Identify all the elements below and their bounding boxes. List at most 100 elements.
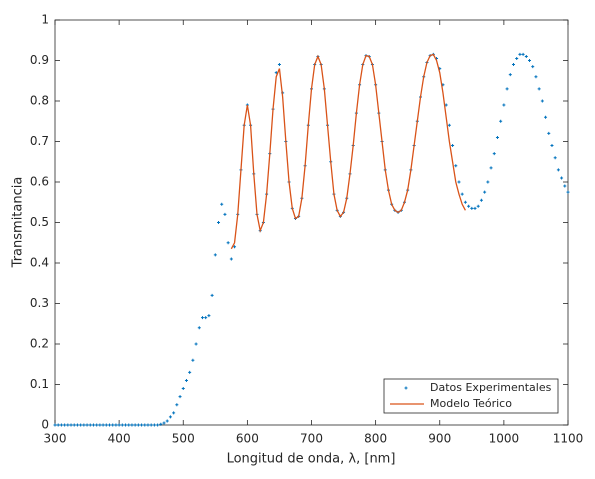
data-point [534, 75, 538, 79]
data-point [194, 342, 198, 346]
data-point [165, 419, 169, 423]
data-point [114, 423, 118, 427]
data-point [108, 423, 112, 427]
x-tick-label: 800 [364, 432, 387, 446]
data-point [521, 52, 525, 56]
data-point [454, 164, 458, 168]
data-point [95, 423, 99, 427]
data-point [117, 423, 121, 427]
y-tick-label: 0.3 [30, 296, 49, 310]
x-tick-label: 300 [44, 432, 67, 446]
data-point [483, 190, 487, 194]
data-point [486, 180, 490, 184]
data-point [473, 206, 477, 210]
data-point [120, 423, 124, 427]
data-point [85, 423, 89, 427]
data-point [210, 293, 214, 297]
data-point [550, 144, 554, 148]
plot-box [54, 19, 569, 426]
data-point [553, 156, 557, 160]
data-point [130, 423, 134, 427]
data-point [537, 87, 541, 91]
y-tick-label: 0.8 [30, 94, 49, 108]
data-point [502, 103, 506, 107]
data-point [226, 241, 230, 245]
data-point [556, 168, 560, 172]
data-point [104, 423, 108, 427]
data-point [53, 423, 57, 427]
data-point [197, 326, 201, 330]
y-tick-label: 0.5 [30, 215, 49, 229]
data-point [476, 204, 480, 208]
data-point [547, 131, 551, 135]
data-point [524, 54, 528, 58]
data-point [152, 423, 156, 427]
data-point [162, 421, 166, 425]
data-point [146, 423, 150, 427]
y-tick-label: 0.7 [30, 134, 49, 148]
legend-label: Datos Experimentales [430, 381, 552, 394]
data-point [149, 423, 153, 427]
data-point [531, 65, 535, 69]
data-point [168, 415, 172, 419]
data-point [457, 180, 461, 184]
legend-marker [404, 386, 408, 390]
x-axis-label: Longitud de onda, λ, [nm] [227, 452, 396, 467]
data-point [479, 198, 483, 202]
data-point [66, 423, 70, 427]
x-tick-label: 600 [236, 432, 259, 446]
data-point [133, 423, 137, 427]
x-tick-label: 700 [300, 432, 323, 446]
data-point [463, 200, 467, 204]
data-point [156, 423, 160, 427]
model-line [230, 53, 466, 250]
data-point [181, 387, 185, 391]
data-point [191, 358, 195, 362]
data-point [518, 52, 522, 56]
data-point [172, 411, 176, 415]
data-point [540, 99, 544, 103]
data-point [220, 202, 224, 206]
data-point [88, 423, 92, 427]
x-tick-label: 1100 [553, 432, 584, 446]
data-point [82, 423, 86, 427]
data-point [467, 204, 471, 208]
data-point [223, 212, 227, 216]
data-point [72, 423, 76, 427]
data-point [495, 135, 499, 139]
data-point [560, 176, 564, 180]
data-point [188, 370, 192, 374]
data-point [79, 423, 83, 427]
data-point [515, 56, 519, 60]
data-point [499, 119, 503, 123]
data-point [200, 316, 204, 320]
data-point [508, 73, 512, 77]
data-point [63, 423, 67, 427]
y-tick-label: 0.4 [30, 256, 49, 270]
data-point [544, 115, 548, 119]
data-point [178, 395, 182, 399]
data-point [143, 423, 147, 427]
data-point [204, 316, 208, 320]
data-point [470, 206, 474, 210]
data-point [460, 192, 464, 196]
x-tick-label: 900 [428, 432, 451, 446]
legend-box [383, 378, 559, 414]
data-point [56, 423, 60, 427]
data-point [277, 63, 281, 67]
data-point [528, 59, 532, 62]
data-point [511, 63, 515, 67]
data-point [451, 144, 455, 148]
x-tick-label: 1000 [489, 432, 520, 446]
data-point [184, 378, 188, 382]
y-tick-label: 0.2 [30, 337, 49, 351]
data-point [563, 184, 567, 188]
data-point [159, 422, 163, 426]
data-point [75, 423, 79, 427]
x-tick-label: 400 [108, 432, 131, 446]
data-point [127, 423, 131, 427]
data-point [492, 152, 496, 156]
data-point [207, 314, 211, 318]
data-point [175, 403, 179, 407]
